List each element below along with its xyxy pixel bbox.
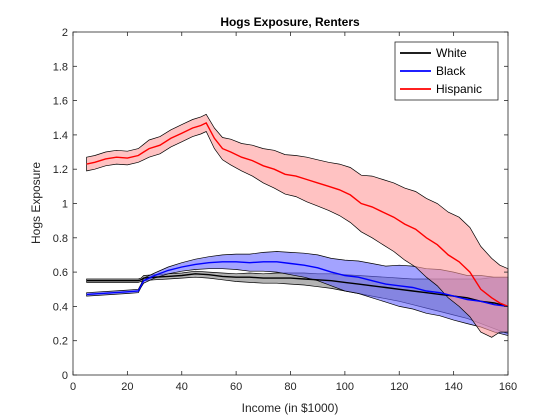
y-tick-label-1-4: 1.4: [53, 130, 68, 142]
y-tick-label-0-2: 0.2: [53, 336, 68, 348]
x-axis-title: Income (in $1000): [242, 401, 339, 415]
legend: White Black Hispanic: [394, 41, 499, 101]
series-lines: [86, 121, 509, 308]
line-black: [86, 261, 509, 308]
chart-title: Hogs Exposure, Renters: [220, 15, 360, 29]
y-axis: 0 0.2 0.4 0.6 0.8 1 1.2 1.4 1.6 1.8 2: [53, 27, 508, 382]
y-tick-label-0-8: 0.8: [53, 233, 68, 245]
y-axis-title: Hogs Exposure: [29, 162, 43, 244]
x-tick-label-120: 120: [390, 381, 408, 393]
y-tick-label-0: 0: [62, 370, 68, 382]
x-axis: 0 20 40 60 80 100 120 140 160: [70, 32, 517, 393]
y-tick-label-1-2: 1.2: [53, 164, 68, 176]
x-tick-label-140: 140: [444, 381, 462, 393]
y-tick-label-1-8: 1.8: [53, 61, 68, 73]
x-tick-label-0: 0: [70, 381, 76, 393]
y-tick-label-1: 1: [62, 199, 68, 211]
x-tick-label-20: 20: [121, 381, 133, 393]
legend-label-hispanic: Hispanic: [436, 82, 482, 96]
y-tick-label-0-6: 0.6: [53, 267, 68, 279]
legend-label-white: White: [436, 46, 467, 60]
x-tick-label-160: 160: [499, 381, 517, 393]
line-white: [86, 273, 509, 308]
x-tick-label-60: 60: [230, 381, 242, 393]
y-tick-label-1-6: 1.6: [53, 96, 68, 108]
line-hispanic: [86, 121, 509, 308]
y-tick-label-0-4: 0.4: [53, 301, 68, 313]
x-tick-label-80: 80: [284, 381, 296, 393]
y-tick-label-2: 2: [62, 27, 68, 39]
legend-label-black: Black: [436, 64, 466, 78]
x-tick-label-40: 40: [176, 381, 188, 393]
x-tick-label-100: 100: [336, 381, 354, 393]
